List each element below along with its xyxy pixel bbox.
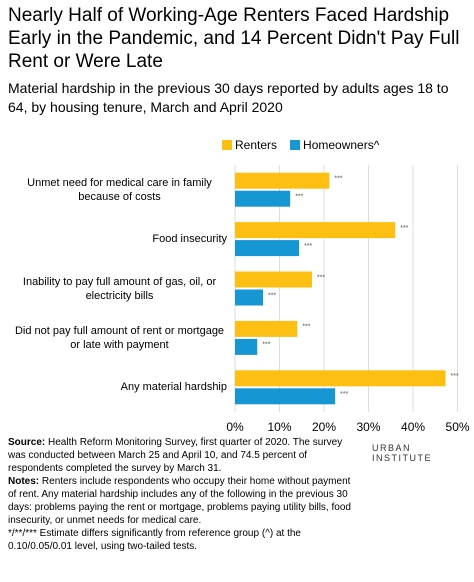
significance-label: *** xyxy=(451,373,459,380)
bar xyxy=(235,271,313,288)
x-tick-label: 40% xyxy=(401,420,425,434)
chart-title: Nearly Half of Working-Age Renters Faced… xyxy=(8,5,460,72)
logo: URBAN INSTITUTE xyxy=(372,443,432,463)
significance-note: */**/*** Estimate differs significantly … xyxy=(8,528,301,552)
bar xyxy=(235,222,396,239)
x-tick-label: 10% xyxy=(267,420,291,434)
significance-label: *** xyxy=(268,292,276,299)
y-tick-label: Any material hardship xyxy=(120,381,227,394)
significance-label: *** xyxy=(262,342,270,349)
significance-label: *** xyxy=(304,243,312,250)
significance-label: *** xyxy=(400,225,408,232)
legend-swatch xyxy=(222,140,232,150)
x-tick-label: 0% xyxy=(226,420,244,434)
source-label: Source: xyxy=(8,437,46,448)
legend-label: Homeowners^ xyxy=(303,138,380,152)
x-tick-label: 30% xyxy=(357,420,381,434)
bar xyxy=(235,338,258,355)
bar xyxy=(235,172,330,189)
significance-label: *** xyxy=(317,274,325,281)
legend-swatch xyxy=(290,140,301,150)
y-tick-label: Did not pay full amount of rent or mortg… xyxy=(14,324,225,351)
notes: Notes: Renters include respondents who o… xyxy=(8,475,353,527)
bar xyxy=(235,190,291,207)
significance-label: *** xyxy=(302,324,310,331)
bar xyxy=(235,240,300,257)
significance-label: *** xyxy=(334,176,342,183)
legend-label: Renters xyxy=(235,138,277,152)
bar xyxy=(235,370,446,387)
x-tick-label: 50% xyxy=(446,420,470,434)
source-text: Health Reform Monitoring Survey, first q… xyxy=(8,437,343,474)
footer: Source: Health Reform Monitoring Survey,… xyxy=(8,436,353,553)
chart-subtitle: Material hardship in the previous 30 day… xyxy=(8,80,449,115)
source: Source: Health Reform Monitoring Survey,… xyxy=(8,436,353,475)
y-tick-label: Inability to pay full amount of gas, oil… xyxy=(22,275,217,302)
notes-label: Notes: xyxy=(8,476,40,487)
significance-label: *** xyxy=(295,194,303,201)
significance-label: *** xyxy=(340,391,348,398)
notes-text: Renters include respondents who occupy t… xyxy=(8,476,351,526)
bar xyxy=(235,388,336,405)
x-tick-label: 20% xyxy=(312,420,336,434)
bar xyxy=(235,289,264,306)
bar xyxy=(235,320,298,337)
y-tick-label: Unmet need for medical care in family be… xyxy=(27,176,212,203)
y-tick-label: Food insecurity xyxy=(152,233,227,246)
